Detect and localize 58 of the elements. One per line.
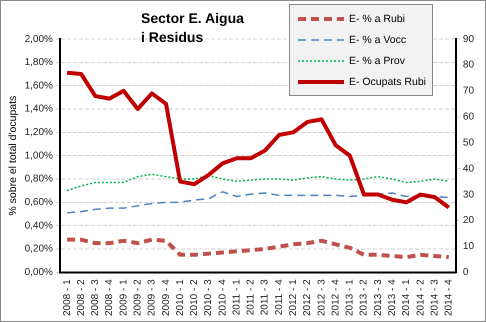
x-tick-label: 2008 - 4: [104, 278, 116, 316]
y-tick-label: 2,00%: [24, 34, 54, 45]
y2-tick-label: 70: [462, 86, 474, 97]
x-tick-label: 2014 - 3: [429, 278, 440, 316]
x-tick-label: 2009 - 2: [132, 278, 144, 316]
chart-title: Sector E. Aigua i Residus: [141, 9, 245, 47]
x-tick-label: 2013 - 2: [358, 278, 370, 316]
y-tick-label: 1,20%: [24, 127, 54, 138]
y-tick-label: 0,40%: [24, 220, 54, 232]
x-tick-label: 2009 - 4: [160, 278, 172, 316]
x-tick-label: 2012 - 4: [330, 278, 342, 316]
y2-tick-label: 20: [462, 215, 474, 226]
x-tick-label: 2014 - 1: [401, 278, 412, 316]
legend-label: E- Ocupats Rubi: [348, 76, 426, 88]
x-tick-label: 2013 - 1: [344, 278, 356, 316]
x-tick-label: 2013 - 4: [386, 278, 398, 316]
line-series: [66, 174, 450, 192]
x-tick-label: 2013 - 3: [372, 278, 384, 316]
line-series: [65, 238, 451, 260]
x-tick-label: 2012 - 3: [316, 278, 328, 316]
line-series: [66, 191, 450, 214]
y-tick-label: 1,80%: [24, 57, 54, 68]
x-tick-label: 2014 - 4: [444, 278, 455, 316]
x-tick-label: 2010 - 1: [174, 278, 186, 316]
y-tick-label: 1,00%: [24, 150, 54, 162]
x-tick-label: 2011 - 3: [260, 278, 271, 316]
x-tick-label: 2012 - 2: [302, 278, 314, 316]
legend-label: E- % a Vocc: [348, 34, 406, 46]
x-tick-label: 2014 - 2: [415, 278, 426, 316]
y-axis-title: % sobre el total d'ocupats: [7, 96, 20, 216]
y2-tick-label: 80: [462, 60, 474, 71]
y2-tick-label: 60: [462, 112, 474, 123]
x-tick-label: 2010 - 4: [217, 278, 228, 316]
legend-label: E- % a Prov: [348, 54, 405, 66]
y-tick-label: 0,60%: [24, 197, 54, 208]
x-tick-label: 2011 - 1: [231, 278, 242, 316]
y2-tick-label: 10: [462, 241, 474, 252]
y2-tick-label: 90: [462, 34, 474, 45]
y-tick-label: 1,60%: [24, 80, 54, 92]
y2-tick-label: 30: [462, 189, 474, 200]
x-tick-label: 2009 - 1: [118, 278, 130, 316]
x-tick-label: 2010 - 2: [189, 278, 200, 316]
x-tick-label: 2008 - 2: [76, 278, 87, 316]
y-tick-label: 0,00%: [24, 267, 54, 278]
legend-label: E- % a Rubi: [348, 12, 405, 24]
x-tick-label: 2012 - 1: [288, 278, 300, 316]
y2-tick-label: 0: [462, 267, 469, 278]
x-tick-label: 2011 - 4: [274, 278, 285, 316]
y-tick-label: 0,20%: [24, 244, 54, 255]
y-tick-label: 1,40%: [24, 104, 54, 115]
x-tick-label: 2009 - 3: [146, 278, 158, 316]
y2-tick-label: 40: [462, 163, 474, 174]
y2-tick-label: 50: [462, 137, 474, 148]
x-tick-label: 2010 - 3: [203, 278, 214, 316]
y-tick-label: 0,80%: [24, 174, 54, 185]
x-tick-label: 2008 - 3: [90, 278, 102, 316]
x-tick-label: 2011 - 2: [246, 278, 257, 316]
x-tick-label: 2008 - 1: [62, 278, 73, 316]
